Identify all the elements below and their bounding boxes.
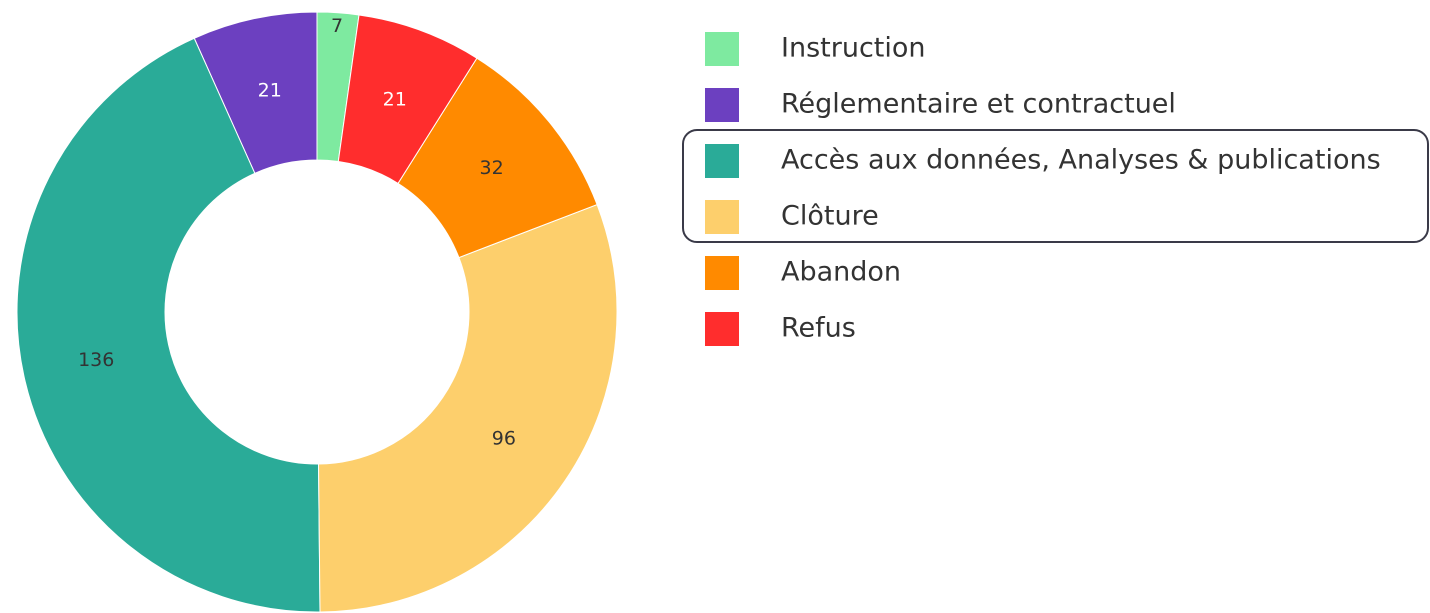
donut-slice (193, 11, 318, 174)
legend-label: Refus (781, 313, 856, 344)
legend-label: Instruction (781, 33, 926, 64)
donut-slice (16, 37, 321, 613)
data-label: 96 (492, 428, 516, 450)
donut-slice (397, 57, 598, 259)
legend-swatch (705, 200, 739, 234)
data-label: 21 (383, 88, 407, 110)
legend-label: Clôture (781, 201, 879, 232)
donut-slice (337, 14, 478, 185)
data-label: 136 (78, 349, 114, 371)
legend-label: Abandon (781, 257, 901, 288)
legend-highlight (682, 129, 1429, 243)
data-label: 32 (480, 157, 504, 179)
legend-label: Réglementaire et contractuel (781, 89, 1176, 120)
legend-swatch (705, 144, 739, 178)
donut-slice (318, 203, 618, 613)
data-label: 21 (258, 80, 282, 102)
legend-swatch (705, 312, 739, 346)
legend-swatch (705, 32, 739, 66)
legend-swatch (705, 88, 739, 122)
legend-swatch (705, 256, 739, 290)
legend-label: Accès aux données, Analyses & publicatio… (781, 145, 1381, 176)
data-label: 7 (331, 15, 343, 37)
